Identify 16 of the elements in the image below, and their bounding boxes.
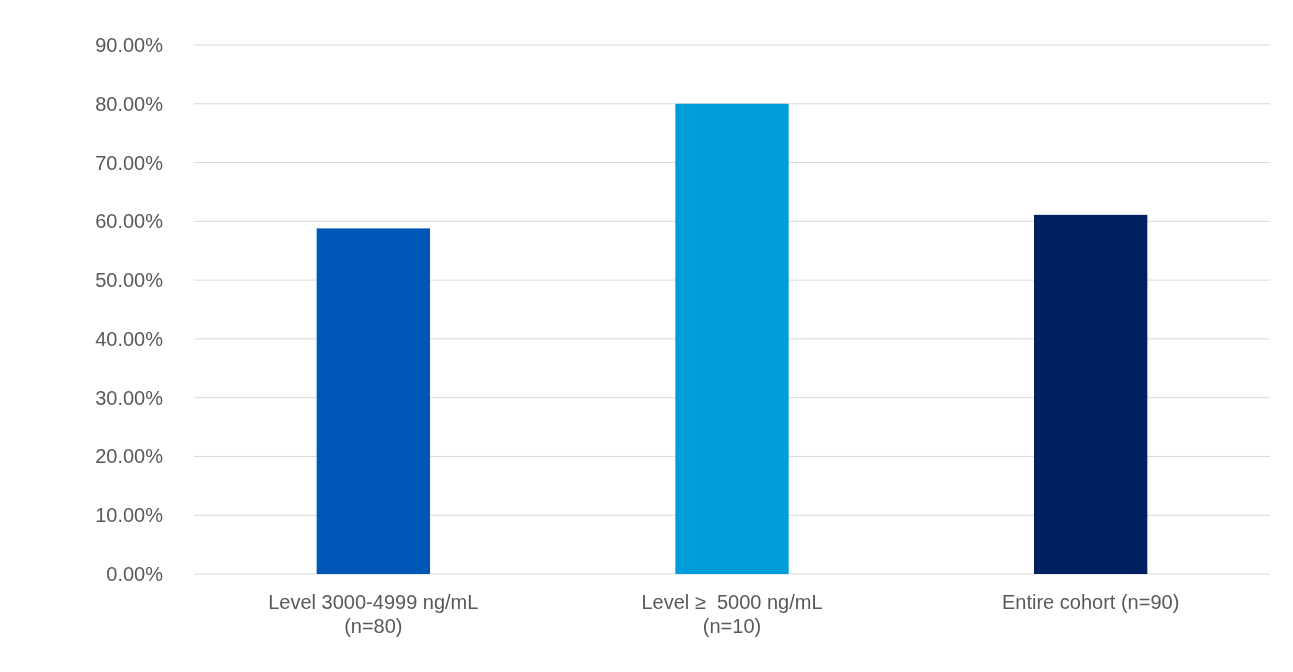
bar — [675, 103, 789, 574]
y-tick-label: 60.00% — [95, 210, 164, 233]
bar — [316, 228, 430, 574]
y-tick-label: 80.00% — [95, 92, 164, 115]
y-tick-label: 30.00% — [95, 386, 164, 409]
x-tick-label: Level ≥ 5000 ng/mL (n=10) — [641, 591, 823, 637]
y-tick-label: 90.00% — [95, 34, 164, 56]
y-tick-label: 0.00% — [106, 563, 164, 585]
y-tick-label: 50.00% — [95, 269, 164, 292]
y-tick-label: 40.00% — [95, 327, 164, 350]
bar — [1034, 214, 1148, 574]
x-tick-label: Level 3000-4999 ng/mL (n=80) — [268, 591, 479, 637]
y-tick-label: 70.00% — [95, 151, 164, 174]
x-tick-label: Entire cohort (n=90) — [1002, 591, 1180, 613]
y-tick-label: 10.00% — [95, 504, 164, 527]
y-tick-label: 20.00% — [95, 445, 164, 468]
